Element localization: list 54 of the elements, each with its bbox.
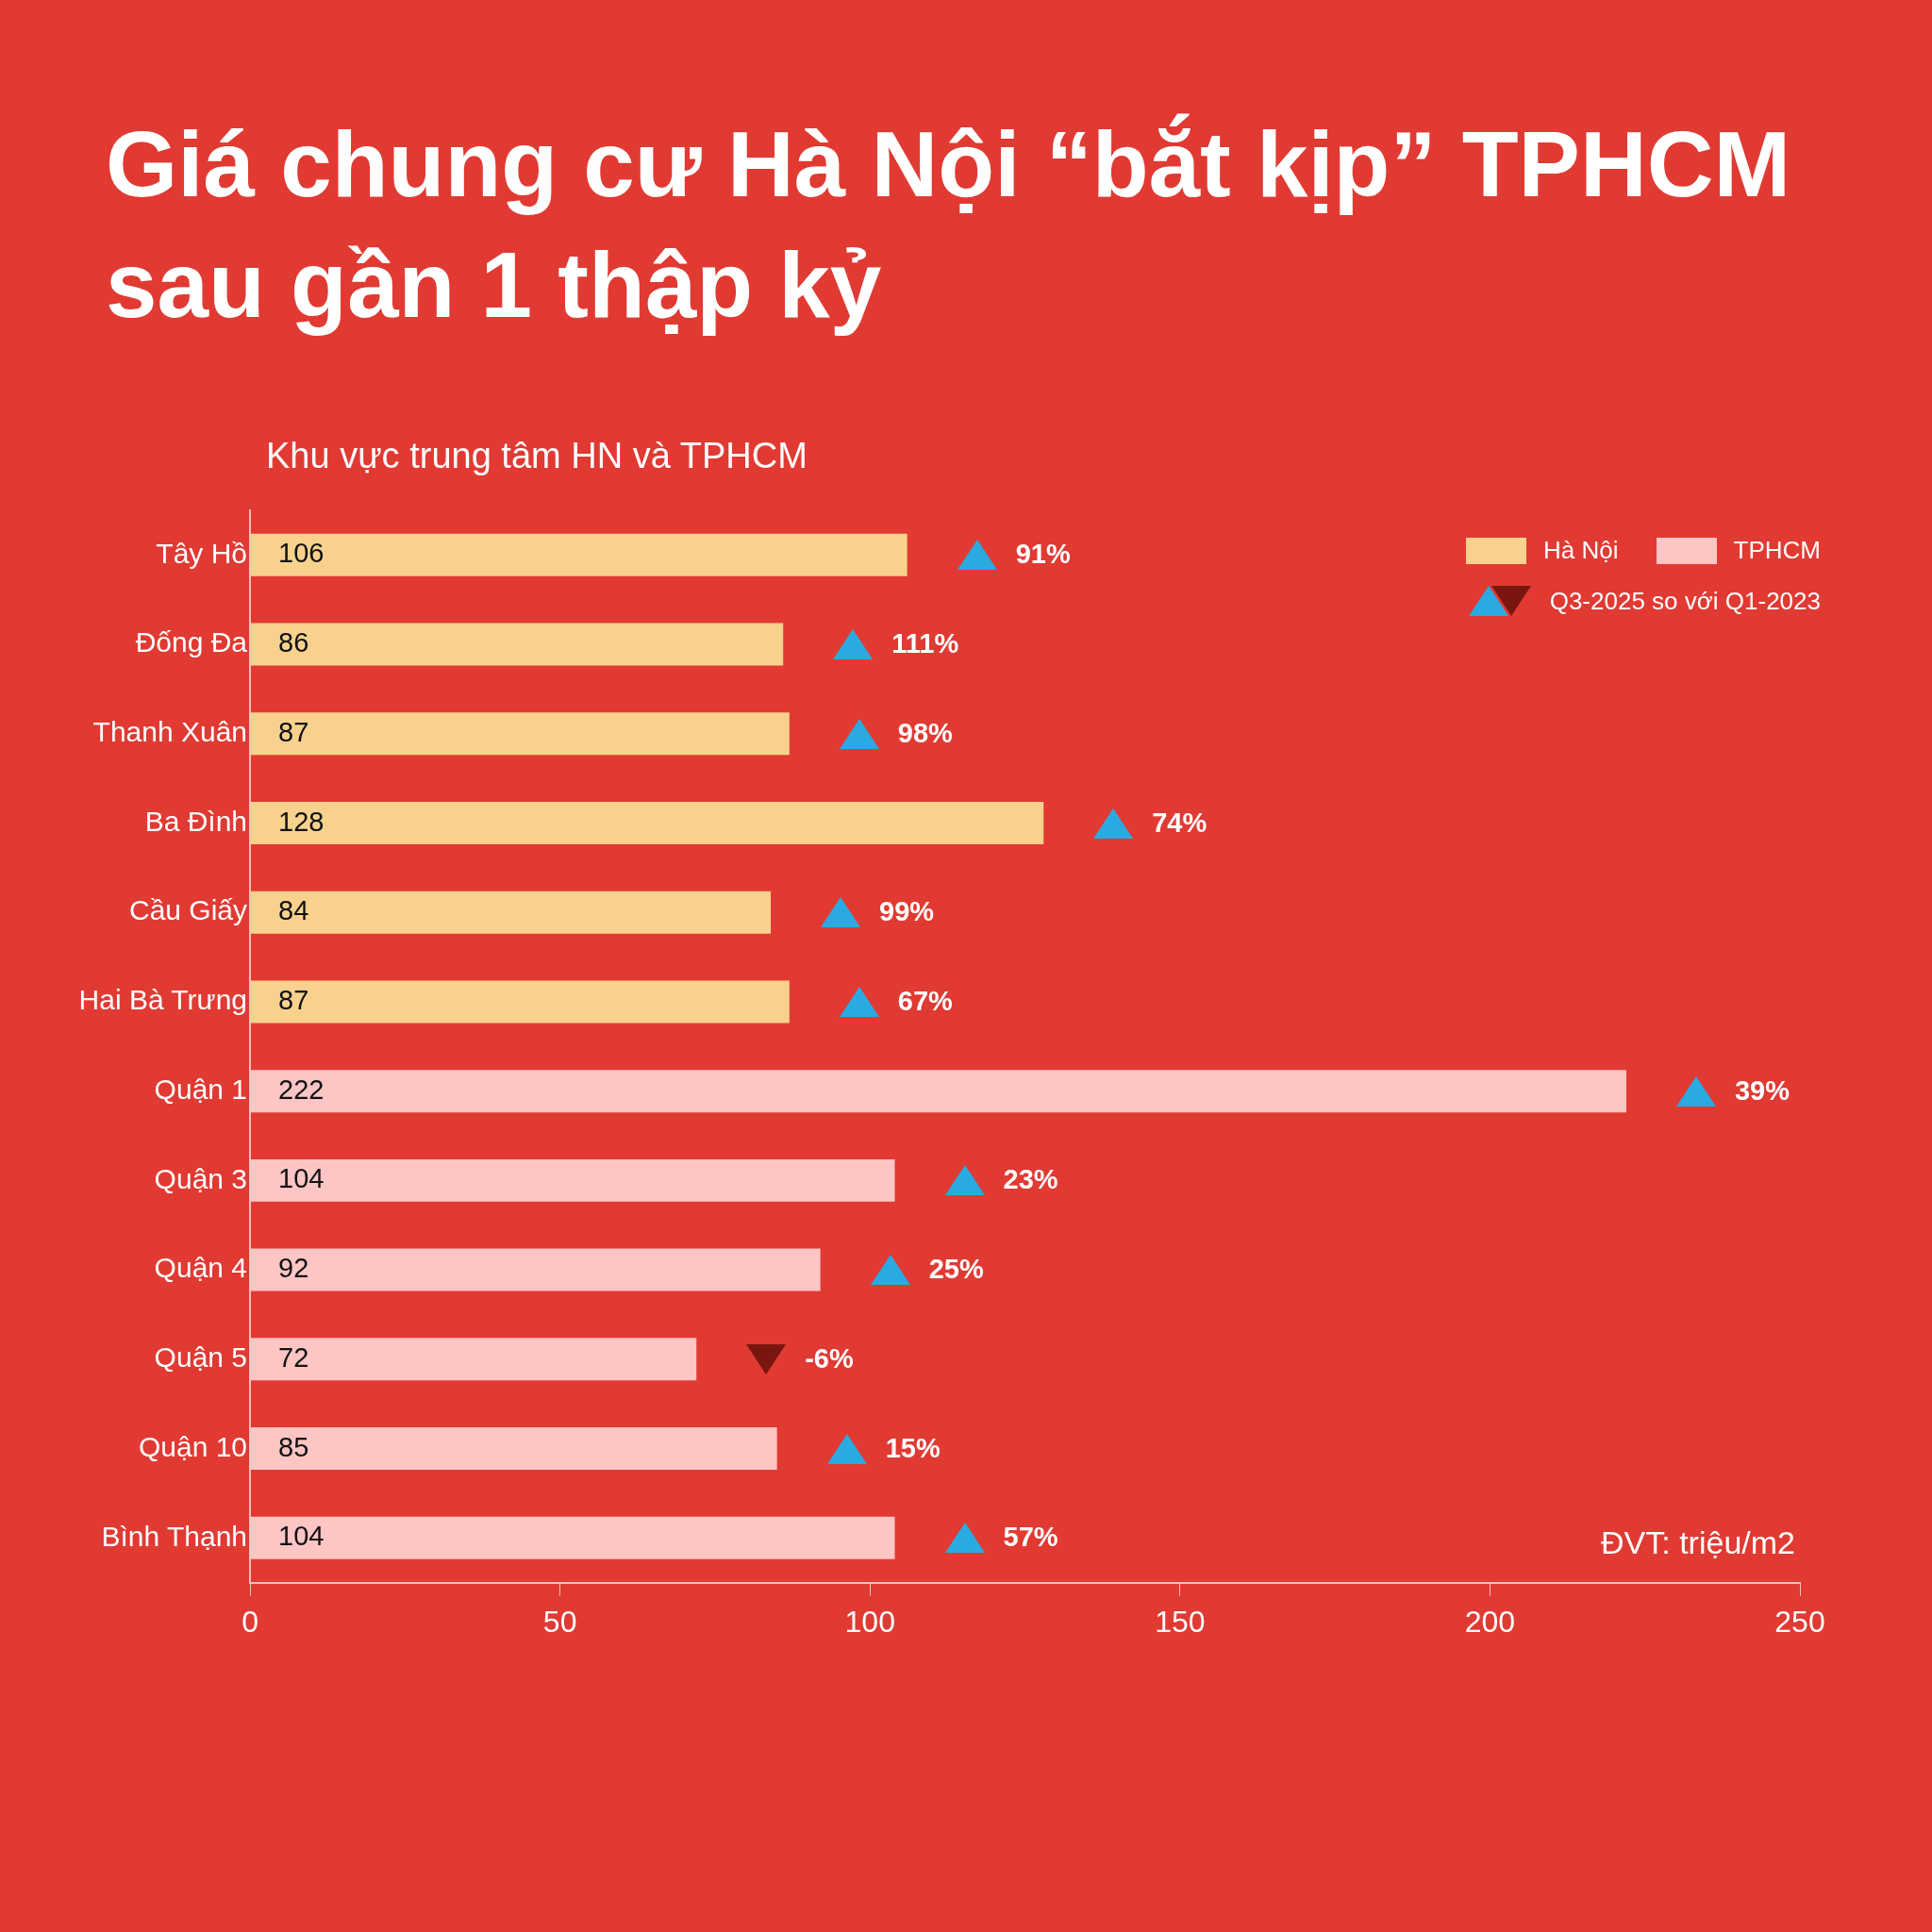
y-tick-label: Tây Hồ [156, 537, 248, 569]
annotation: 111% [891, 628, 959, 660]
annotation: 99% [879, 896, 935, 928]
annotation: 23% [1003, 1164, 1058, 1196]
chart-subtitle: Khu vực trung tâm HN và TPHCM [266, 436, 808, 476]
y-tick-label: Quận 10 [138, 1430, 248, 1462]
annotation: Q3-2025 so với Q1-2023 [1549, 586, 1821, 616]
x-tick-label: 200 [1464, 1604, 1516, 1639]
x-tick-label: 150 [1155, 1604, 1206, 1639]
y-tick-label: Quận 4 [154, 1252, 248, 1284]
data-label: 128 [278, 806, 325, 837]
annotation: 74% [1152, 807, 1208, 839]
legend-label: Hà Nội [1543, 536, 1619, 565]
data-label: 92 [278, 1253, 309, 1284]
y-tick-label: Thanh Xuân [92, 716, 248, 748]
y-tick-label: Hai Bà Trưng [78, 984, 248, 1016]
annotation: 98% [897, 717, 953, 749]
legend-label: TPHCM [1733, 536, 1821, 565]
data-label: 85 [278, 1431, 309, 1462]
y-tick-label: Cầu Giấy [128, 894, 248, 926]
bar [250, 891, 772, 934]
x-tick-label: 50 [542, 1604, 577, 1639]
annotation: 67% [897, 985, 953, 1017]
annotation: 15% [885, 1432, 941, 1464]
data-label: 87 [278, 984, 309, 1015]
annotation: ĐVT: triệu/m2 [1601, 1524, 1795, 1561]
annotation: 57% [1003, 1522, 1058, 1554]
y-tick-label: Đống Đa [135, 626, 248, 658]
bar [250, 802, 1044, 844]
bar [250, 712, 790, 756]
x-tick-label: 0 [242, 1604, 258, 1639]
y-tick-label: Quận 1 [154, 1073, 248, 1105]
annotation: -6% [805, 1342, 854, 1374]
data-label: 104 [278, 1521, 325, 1552]
annotation: 25% [928, 1254, 984, 1286]
y-tick-label: Ba Đình [144, 805, 248, 837]
data-label: 222 [278, 1074, 325, 1105]
data-label: 72 [278, 1341, 309, 1373]
y-tick-label: Quận 5 [154, 1341, 248, 1374]
bar [250, 623, 784, 666]
chart-title: Giá chung cư Hà Nội “bắt kịp” TPHCM sau gần 1 thập kỷ [106, 111, 1792, 339]
data-label: 104 [278, 1163, 325, 1194]
bar [250, 533, 908, 576]
x-tick-label: 100 [844, 1604, 895, 1639]
bar [250, 980, 790, 1024]
y-tick-label: Quận 3 [154, 1162, 248, 1194]
data-label: 86 [278, 627, 309, 658]
annotation: 91% [1015, 539, 1071, 571]
x-tick-label: 250 [1774, 1604, 1825, 1639]
data-label: 87 [278, 716, 309, 747]
data-label: 106 [278, 538, 325, 569]
annotation: 39% [1734, 1074, 1790, 1107]
y-tick-label: Bình Thạnh [101, 1520, 248, 1552]
data-label: 84 [278, 895, 309, 926]
